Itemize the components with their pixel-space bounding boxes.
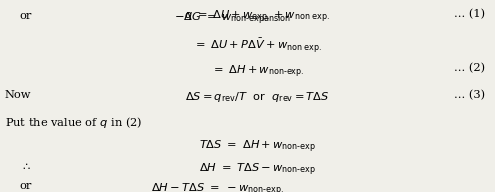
Text: or: or bbox=[20, 11, 32, 21]
Text: $=\ \Delta H + w_{\mathrm{non\text{-}exp.}}$: $=\ \Delta H + w_{\mathrm{non\text{-}exp… bbox=[211, 63, 304, 80]
Text: $\Delta H\ =\ T\Delta S - w_{\mathrm{non\text{-}exp}}$: $\Delta H\ =\ T\Delta S - w_{\mathrm{non… bbox=[199, 161, 316, 178]
Text: $\therefore$: $\therefore$ bbox=[20, 161, 31, 171]
Text: $\Delta S = q_{\mathrm{rev}}/T\ \ \mathrm{or}\ \ q_{\mathrm{rev}} = T\Delta S$: $\Delta S = q_{\mathrm{rev}}/T\ \ \mathr… bbox=[185, 90, 330, 104]
Text: ... (2): ... (2) bbox=[454, 63, 485, 74]
Text: $T\Delta S\ =\ \Delta H + w_{\mathrm{non\text{-}exp}}$: $T\Delta S\ =\ \Delta H + w_{\mathrm{non… bbox=[199, 139, 316, 155]
Text: $q\ =\ \Delta U + w_{\mathrm{exp.}} + w_{\mathrm{non\ exp.}}$: $q\ =\ \Delta U + w_{\mathrm{exp.}} + w_… bbox=[184, 9, 331, 25]
Text: or: or bbox=[20, 181, 32, 191]
Text: $-\Delta G\ =\ w_{\mathrm{non\text{-}expansion}}$: $-\Delta G\ =\ w_{\mathrm{non\text{-}exp… bbox=[174, 11, 291, 27]
Text: $=\ \Delta U + P\Delta\bar{V} + w_{\mathrm{non\ exp.}}$: $=\ \Delta U + P\Delta\bar{V} + w_{\math… bbox=[193, 36, 322, 55]
Text: ... (3): ... (3) bbox=[454, 90, 485, 101]
Text: Put the value of $q$ in (2): Put the value of $q$ in (2) bbox=[5, 115, 142, 130]
Text: ... (1): ... (1) bbox=[454, 9, 485, 19]
Text: $\Delta H - T\Delta S\ =\ -w_{\mathrm{non\text{-}exp.}}$: $\Delta H - T\Delta S\ =\ -w_{\mathrm{no… bbox=[151, 181, 284, 192]
Text: Now: Now bbox=[5, 90, 32, 100]
